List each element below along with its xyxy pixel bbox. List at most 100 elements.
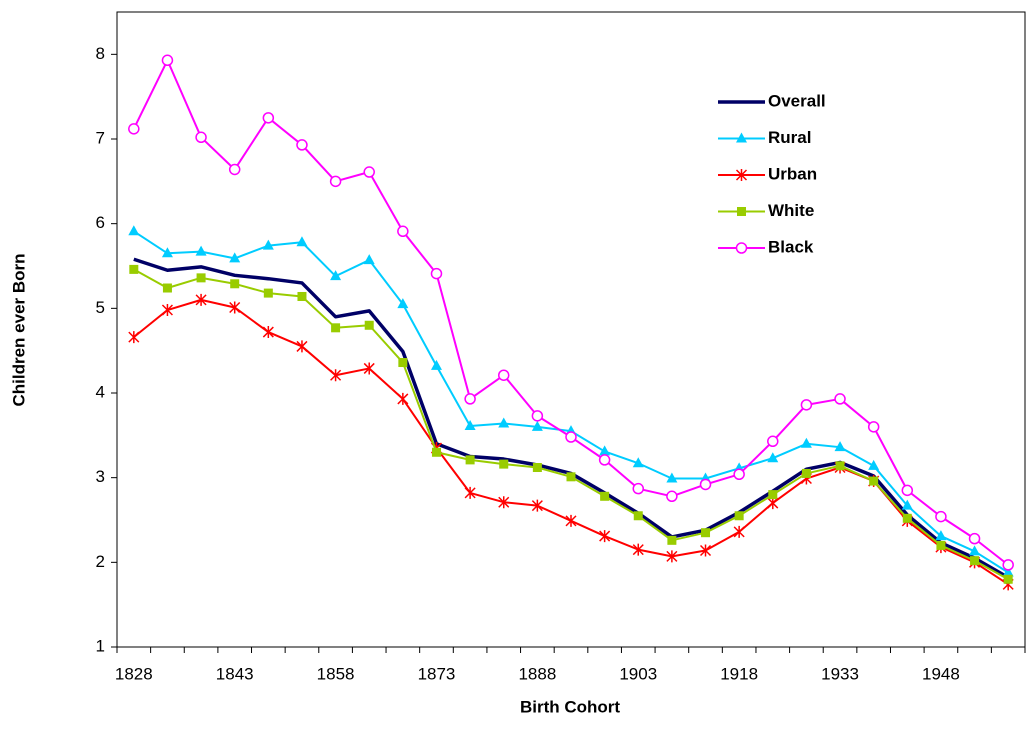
point	[329, 175, 342, 188]
x-tick-label: 1918	[720, 664, 758, 683]
point	[497, 369, 510, 381]
point	[666, 472, 678, 483]
point	[229, 301, 241, 314]
point	[397, 225, 409, 238]
point	[666, 490, 678, 503]
y-tick-label: 4	[96, 382, 105, 401]
point	[565, 514, 577, 527]
x-axis-title: Birth Cohort	[520, 697, 620, 716]
point	[834, 441, 846, 452]
point	[531, 499, 543, 512]
point	[364, 320, 374, 330]
series-line	[132, 59, 1009, 566]
point	[297, 291, 307, 301]
legend-label: Urban	[768, 164, 817, 183]
point	[397, 298, 409, 309]
point	[430, 359, 442, 370]
point	[330, 369, 342, 382]
point	[296, 236, 308, 247]
point	[599, 530, 611, 543]
point	[363, 166, 375, 178]
point	[800, 399, 813, 411]
point	[666, 550, 678, 563]
x-tick-label: 1858	[317, 664, 355, 683]
point	[969, 545, 981, 556]
point	[128, 225, 140, 236]
point	[331, 323, 341, 333]
point	[835, 461, 845, 471]
point	[430, 267, 443, 280]
point	[465, 455, 475, 465]
point	[867, 421, 880, 433]
point	[737, 207, 746, 216]
point	[901, 499, 913, 510]
x-tick-label: 1933	[821, 664, 859, 683]
point	[902, 513, 912, 523]
point	[431, 447, 441, 457]
point	[464, 393, 476, 405]
y-tick-label: 1	[96, 636, 105, 655]
point	[701, 528, 711, 538]
point	[262, 239, 274, 250]
point	[667, 535, 677, 545]
point	[1002, 559, 1014, 571]
point	[195, 131, 207, 144]
point	[735, 169, 748, 181]
point	[363, 362, 375, 375]
point	[296, 340, 308, 353]
point	[161, 247, 173, 258]
point	[565, 431, 577, 443]
point	[699, 544, 712, 557]
point	[195, 245, 207, 256]
point	[566, 472, 576, 482]
point	[129, 264, 139, 274]
point	[736, 132, 747, 143]
y-tick-label: 3	[96, 467, 105, 486]
point	[532, 463, 542, 473]
point	[600, 491, 610, 501]
x-tick-label: 1888	[518, 664, 556, 683]
point	[464, 420, 476, 431]
point	[531, 410, 544, 422]
point	[834, 393, 846, 405]
point	[801, 468, 811, 478]
x-tick-label: 1873	[418, 664, 456, 683]
point	[262, 326, 274, 339]
point	[733, 468, 745, 481]
point	[498, 417, 510, 428]
point	[868, 459, 880, 470]
point	[970, 556, 980, 566]
point	[632, 457, 644, 468]
point	[633, 511, 643, 521]
point	[800, 437, 812, 448]
point	[128, 123, 140, 135]
point	[262, 112, 275, 124]
point	[229, 252, 241, 263]
point	[734, 511, 744, 521]
point	[598, 454, 611, 466]
point	[330, 270, 342, 281]
point	[768, 490, 778, 500]
x-tick-label: 1828	[115, 664, 153, 683]
point	[531, 420, 543, 431]
x-tick-label: 1948	[922, 664, 960, 683]
series-line	[133, 257, 1010, 580]
point	[901, 484, 914, 497]
y-tick-label: 5	[96, 298, 105, 317]
point	[935, 530, 947, 541]
point	[599, 445, 611, 456]
point	[935, 510, 947, 523]
point	[230, 279, 240, 289]
x-tick-label: 1903	[619, 664, 657, 683]
y-tick-label: 7	[96, 128, 105, 147]
point	[968, 532, 981, 545]
legend-label: Overall	[768, 91, 826, 110]
point	[498, 496, 510, 509]
point	[196, 273, 206, 283]
plot-frame	[116, 11, 1026, 648]
point	[296, 139, 308, 151]
y-axis-title: Children ever Born	[9, 253, 28, 406]
y-tick-label: 8	[96, 44, 105, 63]
point	[397, 392, 409, 405]
